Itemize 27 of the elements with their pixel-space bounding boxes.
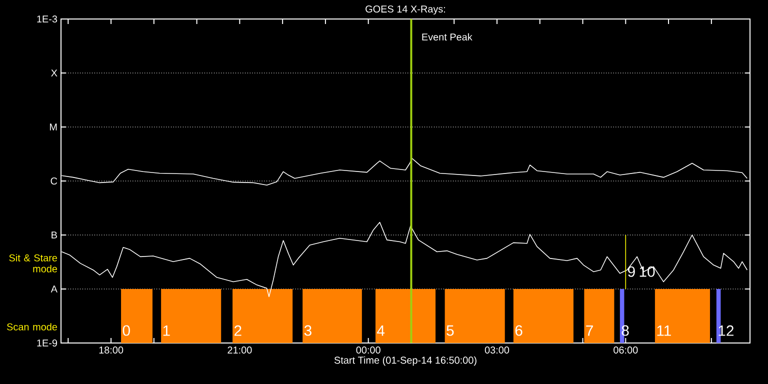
ref-line-label: Event Peak <box>422 33 472 41</box>
y-tick-label: 1E-3 <box>37 15 58 23</box>
x-tick-label: 21:00 <box>228 346 252 354</box>
x-tick-label: 03:00 <box>484 346 510 354</box>
y-tick-label: X <box>51 70 58 76</box>
band-label: 3 <box>304 325 312 336</box>
x-tick-label: 00:00 <box>356 346 380 354</box>
band-label: 7 <box>586 326 593 336</box>
band-label: 1 <box>163 326 170 336</box>
band-label: 6 <box>515 325 522 336</box>
band-label: 11 <box>657 326 671 336</box>
x-axis-title: Start Time (01-Sep-14 16:50:00) <box>334 356 476 366</box>
band-label: 2 <box>234 325 242 336</box>
y-tick-label: C <box>50 177 58 185</box>
band-label: 0 <box>122 325 130 336</box>
band-label: 4 <box>377 326 385 336</box>
y-tick-label: M <box>50 124 57 130</box>
x-tick-label: 18:00 <box>99 346 124 354</box>
annotation: 9 <box>628 266 635 277</box>
band-label: 5 <box>446 325 454 336</box>
y-tick-label: Sit & Stare mode <box>9 254 58 272</box>
y-tick-label: Scan mode <box>6 323 58 330</box>
chart-title: GOES 14 X-Rays: <box>366 5 446 14</box>
y-tick-label: A <box>50 286 58 292</box>
y-tick-label: B <box>52 232 57 238</box>
y-tick-label: 1E-9 <box>37 339 58 347</box>
x-tick-label: 06:00 <box>614 346 638 354</box>
